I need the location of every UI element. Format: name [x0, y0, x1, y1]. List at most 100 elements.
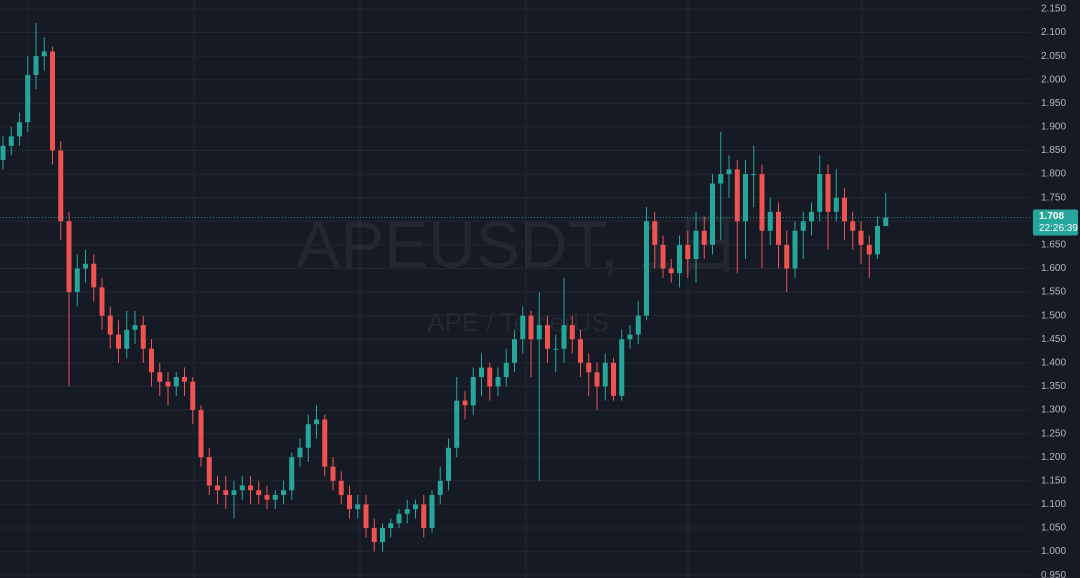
y-tick-label: 1.150	[1041, 475, 1066, 486]
y-tick-label: 1.450	[1041, 334, 1066, 345]
candle-body	[17, 122, 22, 137]
candle-body	[751, 174, 757, 176]
y-tick-label: 1.250	[1041, 428, 1066, 439]
candle-body	[701, 230, 707, 245]
y-tick-label: 1.850	[1041, 145, 1066, 156]
candle-body	[322, 419, 328, 467]
candle-body	[206, 457, 212, 486]
candle-body	[239, 485, 245, 491]
candle-body	[74, 268, 80, 293]
candle-body	[132, 325, 138, 330]
candle-body	[404, 509, 410, 514]
candle-body	[693, 230, 699, 260]
candle-body	[256, 490, 262, 495]
candle-body	[91, 263, 97, 288]
candle-body	[421, 504, 427, 528]
candle-body	[50, 51, 55, 151]
candle-body	[809, 211, 814, 222]
candle-body	[668, 268, 674, 274]
candle-body	[305, 424, 311, 448]
y-tick-label: 1.650	[1041, 240, 1066, 251]
candle-body	[833, 197, 839, 212]
candle-body	[536, 325, 542, 340]
candle-body	[355, 504, 361, 510]
candle-body	[396, 513, 402, 524]
candle-body	[99, 287, 105, 316]
y-tick-label: 1.050	[1041, 523, 1066, 534]
candle-body	[652, 221, 658, 245]
candle-body	[429, 494, 435, 528]
candle-body	[586, 362, 592, 373]
candle-body	[644, 221, 649, 316]
candle-body	[767, 211, 773, 231]
candle-body	[437, 480, 443, 495]
y-tick-label: 1.550	[1041, 287, 1066, 298]
y-tick-label: 1.400	[1041, 357, 1066, 368]
candle-body	[660, 244, 666, 269]
y-tick-label: 1.600	[1041, 263, 1066, 274]
candle-body	[578, 339, 583, 363]
candle-body	[41, 51, 47, 57]
candle-body	[594, 372, 600, 387]
candle-body	[347, 494, 352, 510]
candle-body	[297, 447, 303, 458]
y-tick-label: 2.050	[1041, 51, 1066, 62]
candle-body	[338, 480, 344, 495]
candle-body	[825, 174, 831, 212]
candle-body	[561, 325, 567, 349]
candle-body	[182, 376, 187, 382]
candle-body	[528, 315, 534, 340]
candle-body	[264, 494, 270, 500]
y-tick-label: 1.500	[1041, 310, 1066, 321]
y-tick-label: 1.950	[1041, 98, 1066, 109]
candle-body	[116, 334, 121, 349]
candle-body	[487, 367, 493, 387]
candle-body	[363, 504, 369, 528]
candle-body	[289, 457, 295, 491]
candle-body	[388, 523, 394, 528]
candle-body	[792, 230, 798, 269]
candle-body	[569, 325, 575, 340]
y-tick-label: 1.200	[1041, 452, 1066, 463]
candle-body	[611, 362, 616, 396]
y-tick-label: 1.300	[1041, 405, 1066, 416]
candle-body	[677, 244, 682, 274]
candle-body	[107, 315, 113, 335]
candle-body	[858, 230, 864, 245]
candle-body	[710, 183, 715, 245]
y-tick-label: 1.350	[1041, 381, 1066, 392]
y-tick-label: 2.100	[1041, 27, 1066, 38]
last-price-label: 1.708	[1039, 211, 1064, 222]
candle-body	[875, 226, 880, 255]
candle-body	[842, 197, 847, 222]
candle-body	[520, 315, 526, 340]
candle-body	[173, 376, 179, 387]
time-grid	[27, 0, 863, 578]
candle-body	[817, 174, 823, 212]
y-tick-label: 1.100	[1041, 499, 1066, 510]
candle-body	[734, 169, 740, 222]
candle-body	[718, 174, 724, 184]
candle-body	[545, 325, 550, 349]
candle-body	[149, 348, 154, 373]
candle-body	[124, 329, 130, 349]
candle-body	[800, 221, 806, 231]
y-tick-label: 1.800	[1041, 169, 1066, 180]
candle-body	[479, 367, 484, 377]
candle-body	[231, 490, 237, 495]
candle-body	[470, 376, 476, 406]
candle-body	[281, 490, 286, 495]
y-tick-label: 1.000	[1041, 546, 1066, 557]
candle-body	[413, 504, 418, 510]
candle-body	[380, 527, 385, 543]
candle-body	[784, 244, 790, 269]
y-tick-label: 2.150	[1041, 4, 1066, 15]
candle-body	[165, 381, 171, 387]
candle-body	[883, 217, 889, 227]
candle-body	[66, 221, 72, 293]
candle-body	[0, 145, 6, 160]
y-tick-label: 0.950	[1041, 570, 1066, 578]
candle-body	[83, 263, 88, 269]
